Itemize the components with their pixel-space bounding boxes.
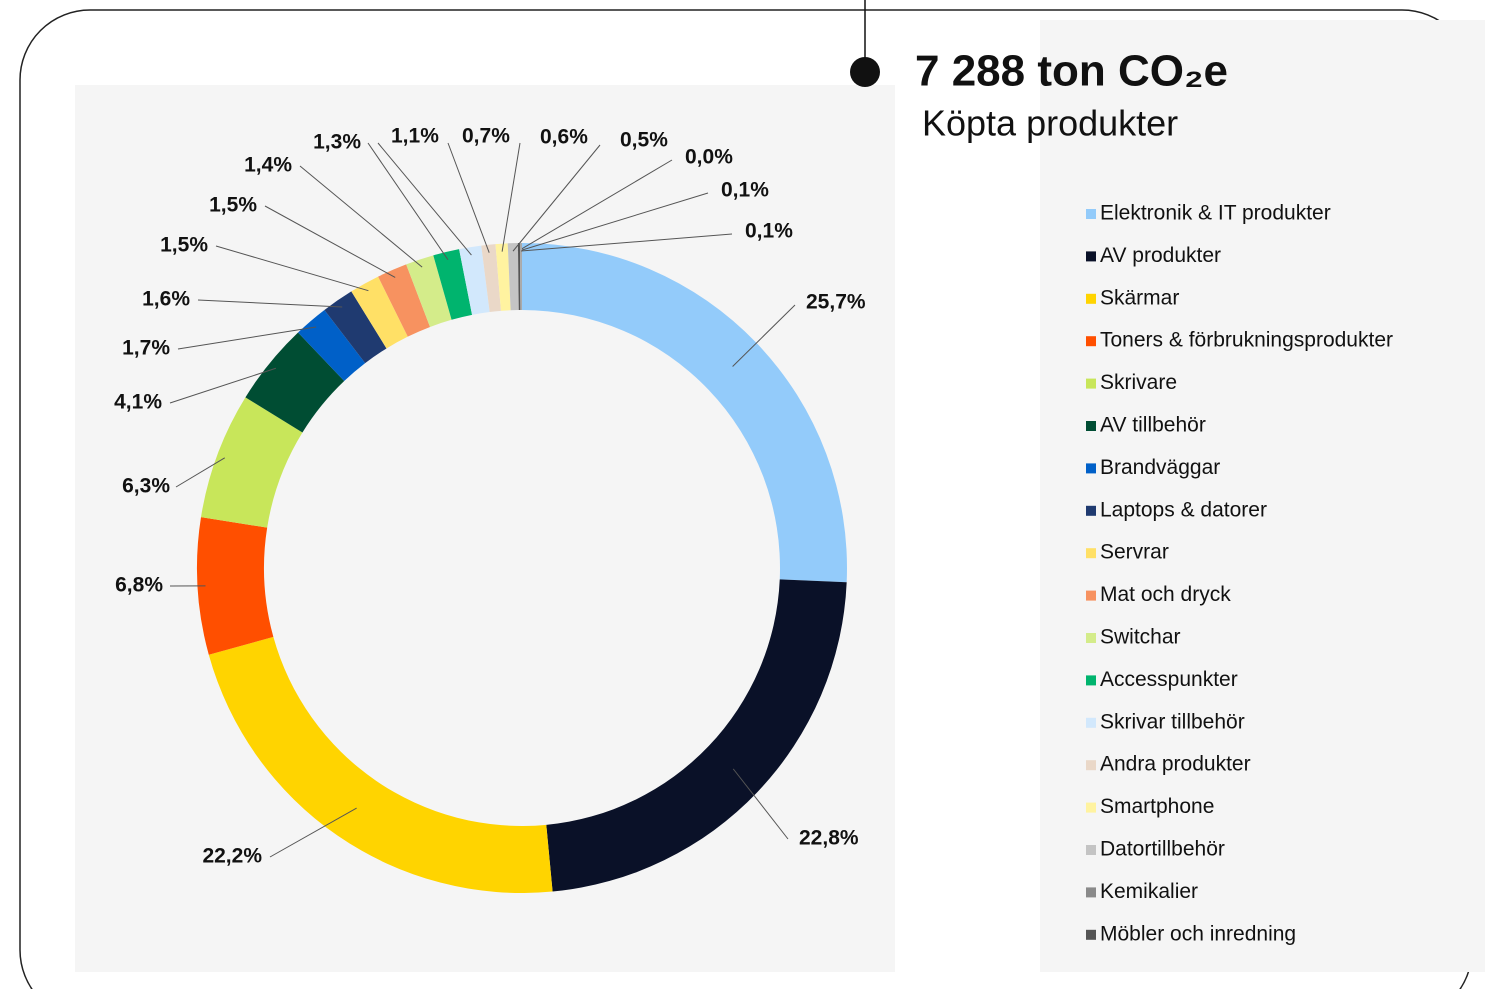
donut-slice [546,579,847,892]
legend-label: Elektronik & IT produkter [1100,202,1331,225]
leader-line [299,165,423,268]
donut-slice [522,243,848,583]
legend-label: Laptops & datorer [1100,498,1267,521]
donut-slice [459,245,490,315]
legend-label: Datortillbehör [1100,838,1225,861]
data-label: 25,7% [806,291,866,314]
data-label: 0,0% [685,146,733,169]
leader-line [197,299,343,308]
donut-slice [481,244,501,313]
leader-line [447,142,490,253]
legend-label: AV produkter [1100,244,1221,267]
leader-line [269,807,357,858]
donut-slice [519,243,522,311]
legend-swatch [1086,675,1096,686]
legend-swatch [1086,633,1096,643]
legend-swatch [1086,251,1096,262]
leader-line [517,159,673,252]
legend-swatch [1086,505,1096,516]
legend-label: Servrar [1100,541,1169,564]
donut-slice [495,243,511,311]
legend-label: Switchar [1100,626,1181,649]
legend-swatch [1086,760,1096,771]
leader-line [215,245,369,292]
legend-swatch [1086,845,1096,855]
legend-swatch [1086,293,1096,304]
leader-line [732,304,796,367]
data-label: 1,4% [244,154,292,177]
donut-slice [517,243,521,311]
legend-label: Kemikalier [1100,880,1198,903]
leader-line [367,142,449,261]
legend-label: Skrivar tillbehör [1100,710,1245,733]
donut-slice [298,309,366,382]
data-label: 1,6% [142,288,190,311]
data-label: 1,5% [160,234,208,257]
data-label: 1,1% [391,125,439,148]
data-label: 0,5% [620,129,668,152]
chart-subtitle: Köpta produkter [922,103,1178,144]
leader-line [377,142,472,256]
legend-label: AV tillbehör [1100,414,1206,437]
data-label: 1,3% [313,131,361,154]
leader-line [732,768,789,840]
legend-swatch [1086,336,1096,347]
leader-line [177,326,317,350]
leader-line [169,367,277,404]
data-label: 1,7% [122,337,170,360]
leader-line [501,142,521,252]
legend-label: Möbler och inredning [1100,922,1296,945]
donut-slice [208,636,553,893]
data-label: 6,3% [122,475,170,498]
donut-slice [201,397,303,528]
legend-label: Brandväggar [1100,456,1220,479]
connector-dot [850,57,880,87]
chart-title: 7 288 ton CO₂e [915,47,1228,96]
leader-line [512,144,601,252]
legend-panel [1040,20,1485,972]
donut-slice [197,517,274,655]
legend-swatch [1086,802,1096,813]
data-label: 1,5% [209,194,257,217]
donut-slice [378,264,431,337]
legend-swatch [1086,887,1096,898]
legend-swatch [1086,548,1096,559]
data-label: 4,1% [114,391,162,414]
legend-swatch [1086,463,1096,474]
donut-slice [351,276,408,349]
legend-label: Skärmar [1100,286,1179,309]
legend-label: Smartphone [1100,795,1214,818]
legend-label: Skrivare [1100,371,1177,394]
donut-slice [245,332,345,433]
donut-slice [324,291,387,364]
legend-swatch [1086,421,1096,431]
data-label: 6,8% [115,574,163,597]
legend-label: Andra produkter [1100,753,1251,776]
data-label: 0,1% [745,220,793,243]
donut-slice [406,255,452,327]
data-label: 0,1% [721,179,769,202]
legend-swatch [1086,209,1096,219]
donut-slice [433,249,473,320]
data-label: 0,7% [462,125,510,148]
data-label: 22,8% [799,827,859,850]
leader-line [518,192,709,252]
leader-line [175,457,226,488]
legend-swatch [1086,717,1096,728]
leader-line [520,233,733,252]
legend-swatch [1086,590,1096,601]
leader-line [264,205,396,278]
legend-swatch [1086,929,1096,940]
legend-swatch [1086,378,1096,389]
legend-label: Accesspunkter [1100,668,1238,691]
legend-label: Toners & förbrukningsprodukter [1100,329,1393,352]
data-label: 0,6% [540,126,588,149]
data-label: 22,2% [202,845,262,868]
donut-slice [507,243,519,311]
legend-label: Mat och dryck [1100,583,1231,606]
